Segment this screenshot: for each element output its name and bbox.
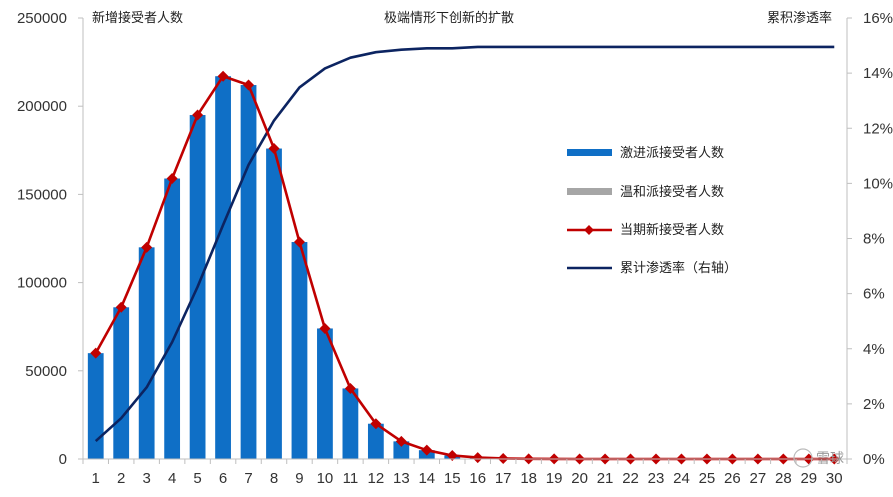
bar-aggressive-4 <box>164 178 181 460</box>
left-axis-ticks: 0 50000 100000 150000 200000 250000 <box>17 10 83 468</box>
x-tick-label: 20 <box>571 470 588 487</box>
x-tick-label: 5 <box>193 470 201 487</box>
watermark: 雪球 <box>793 448 844 468</box>
x-tick-label: 15 <box>444 470 461 487</box>
right-axis-label: 累积渗透率 <box>767 10 832 26</box>
new-adopters-point-12 <box>370 418 382 430</box>
x-tick-label: 9 <box>295 470 303 487</box>
new-adopters-point-11 <box>344 382 356 394</box>
new-adopters-point-2 <box>115 301 127 313</box>
right-axis-ticks: 0% 2% 4% 6% 8% 10% 12% 14% 16% <box>847 10 893 468</box>
new-adopters-point-9 <box>293 236 305 248</box>
right-tick-label: 8% <box>863 231 885 248</box>
x-tick-label: 4 <box>168 470 176 487</box>
x-tick-label: 14 <box>418 470 435 487</box>
x-tick-label: 28 <box>775 470 792 487</box>
x-tick-label: 13 <box>393 470 410 487</box>
left-tick-label: 50000 <box>25 363 67 380</box>
bar-aggressive-8 <box>266 148 282 459</box>
legend-label-moderate: 温和派接受者人数 <box>620 184 724 200</box>
left-tick-label: 200000 <box>17 98 67 115</box>
right-tick-label: 14% <box>863 65 893 82</box>
bar-aggressive-12 <box>367 423 384 459</box>
watermark-text: 雪球 <box>816 451 844 467</box>
x-tick-label: 29 <box>800 470 817 487</box>
left-tick-label: 250000 <box>17 10 67 27</box>
new-adopters-point-8 <box>268 143 280 155</box>
right-tick-label: 6% <box>863 286 885 303</box>
bar-aggressive-1 <box>87 353 104 459</box>
right-tick-label: 4% <box>863 341 885 358</box>
x-tick-label: 19 <box>546 470 563 487</box>
x-tick-label: 2 <box>117 470 125 487</box>
x-tick-label: 11 <box>343 470 359 487</box>
x-tick-label: 22 <box>622 470 639 487</box>
left-axis-label: 新增接受者人数 <box>92 10 183 26</box>
legend: 激进派接受者人数 温和派接受者人数 当期新接受者人数 累计渗透率（右轴） <box>567 145 737 276</box>
legend-swatch-aggressive <box>567 149 612 156</box>
x-tick-label: 7 <box>244 470 252 487</box>
legend-swatch-new-marker <box>584 225 594 235</box>
x-tick-label: 25 <box>699 470 716 487</box>
x-tick-label: 1 <box>92 470 100 487</box>
x-tick-label: 27 <box>750 470 767 487</box>
x-tick-label: 21 <box>597 470 614 487</box>
bar-aggressive-3 <box>138 247 155 459</box>
new-adopters-point-15 <box>446 449 458 461</box>
right-tick-label: 0% <box>863 451 885 468</box>
x-axis-ticks: 1 2 3 4 5 6 7 8 9 10 11 12 13 14 15 16 17 18 19 20 21 22 23 24 2… <box>82 459 848 487</box>
left-tick-label: 150000 <box>17 186 67 203</box>
bar-aggressive-11 <box>342 388 359 459</box>
right-tick-label: 16% <box>863 10 893 27</box>
new-adopters-point-4 <box>166 173 178 185</box>
new-adopters-point-6 <box>217 70 229 82</box>
bars-aggressive-series <box>87 76 563 460</box>
left-tick-label: 100000 <box>17 275 67 292</box>
legend-label-cumulative: 累计渗透率（右轴） <box>620 260 737 276</box>
cumulative-penetration-line <box>94 45 835 443</box>
x-tick-label: 30 <box>826 470 843 487</box>
x-tick-label: 12 <box>368 470 385 487</box>
bar-aggressive-6 <box>215 76 231 459</box>
x-tick-label: 26 <box>724 470 741 487</box>
chart-title: 极端情形下创新的扩散 <box>384 10 514 26</box>
bar-aggressive-13 <box>393 441 410 459</box>
new-adopters-point-10 <box>319 322 331 334</box>
x-tick-label: 6 <box>219 470 227 487</box>
new-adopters-point-1 <box>90 347 102 359</box>
right-tick-label: 2% <box>863 396 885 413</box>
x-tick-label: 3 <box>142 470 150 487</box>
x-tick-label: 18 <box>520 470 537 487</box>
bar-aggressive-10 <box>317 328 333 459</box>
legend-swatch-moderate <box>567 188 612 195</box>
legend-label-aggressive: 激进派接受者人数 <box>620 145 724 161</box>
x-tick-label: 24 <box>673 470 690 487</box>
new-adopters-point-5 <box>192 109 204 121</box>
new-adopters-point-16 <box>472 452 484 464</box>
new-adopters-point-7 <box>243 79 255 91</box>
left-tick-label: 0 <box>59 451 67 468</box>
legend-label-new: 当期新接受者人数 <box>620 222 724 238</box>
bar-aggressive-9 <box>291 242 308 459</box>
right-tick-label: 10% <box>863 175 893 192</box>
x-tick-label: 23 <box>648 470 665 487</box>
new-adopters-point-3 <box>141 241 153 253</box>
watermark-logo-icon <box>793 448 813 468</box>
new-adopters-point-17 <box>497 452 509 464</box>
bar-aggressive-7 <box>240 85 257 460</box>
cumulative-penetration-line-group <box>94 45 835 443</box>
new-adopters-point-13 <box>395 435 407 447</box>
x-tick-label: 16 <box>469 470 486 487</box>
new-adopters-point-14 <box>421 444 433 456</box>
x-tick-label: 10 <box>317 470 334 487</box>
x-tick-label: 17 <box>495 470 512 487</box>
right-tick-label: 12% <box>863 120 893 137</box>
x-tick-label: 8 <box>270 470 278 487</box>
bar-aggressive-2 <box>113 307 130 459</box>
